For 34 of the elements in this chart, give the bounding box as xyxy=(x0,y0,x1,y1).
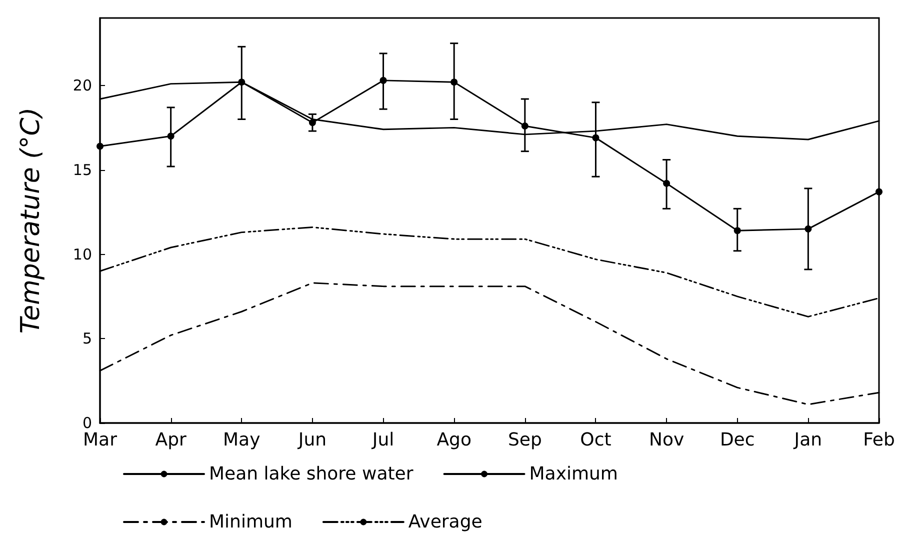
point xyxy=(592,134,600,142)
point xyxy=(521,122,528,130)
point xyxy=(238,78,246,86)
legend-label: Minimum xyxy=(209,512,292,532)
x-tick-label: Sep xyxy=(508,430,542,450)
x-tick-label: Oct xyxy=(580,430,612,450)
x-tick-label: May xyxy=(223,430,261,450)
point xyxy=(804,225,812,232)
legend-label: Average xyxy=(408,512,482,532)
point xyxy=(96,142,104,150)
point xyxy=(663,180,670,187)
point xyxy=(450,78,458,86)
point xyxy=(308,119,316,126)
x-tick-label: Feb xyxy=(863,430,895,450)
y-tick-label: 0 xyxy=(82,414,92,432)
x-tick-label: Nov xyxy=(648,430,684,450)
y-tick-label: 5 xyxy=(82,330,92,348)
point xyxy=(380,76,387,84)
y-axis-title: Temperature (°C) xyxy=(16,107,46,334)
y-tick-label: 20 xyxy=(72,76,92,94)
x-tick-label: Jan xyxy=(793,430,822,450)
point xyxy=(167,132,174,140)
legend-label: Maximum xyxy=(529,464,618,484)
x-tick-label: Jul xyxy=(371,430,394,450)
x-tick-label: Ago xyxy=(436,430,472,450)
y-tick-label: 10 xyxy=(72,245,92,264)
legend-label: Mean lake shore water xyxy=(209,464,414,484)
point xyxy=(734,227,741,234)
x-tick-label: Dec xyxy=(720,430,755,450)
point xyxy=(876,188,882,196)
x-tick-label: Jun xyxy=(297,430,327,450)
x-tick-label: Apr xyxy=(155,430,187,450)
y-tick-label: 15 xyxy=(72,160,92,179)
x-tick-label: Mar xyxy=(83,430,118,450)
